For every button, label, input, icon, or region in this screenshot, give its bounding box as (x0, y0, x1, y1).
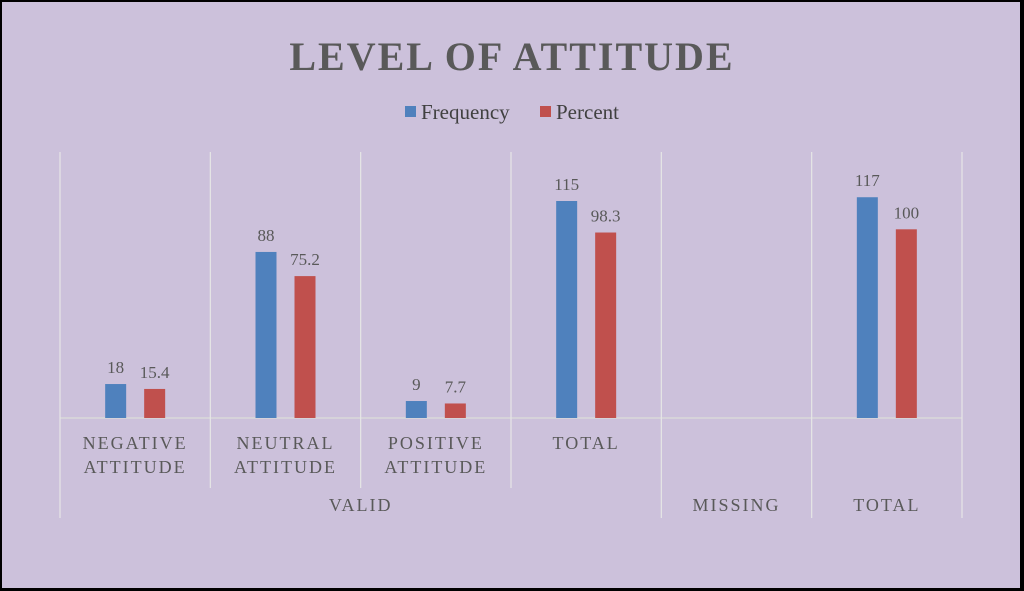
legend-swatch-percent (540, 106, 551, 117)
data-label-percent: 98.3 (591, 207, 621, 226)
chart-title: LEVEL OF ATTITUDE (289, 34, 734, 79)
group-label: TOTAL (853, 495, 920, 515)
data-label-percent: 7.7 (445, 377, 467, 396)
group-label: MISSING (692, 495, 780, 515)
group-label: VALID (329, 495, 393, 515)
category-label: NEGATIVE (83, 433, 188, 453)
data-label-percent: 100 (894, 203, 920, 222)
bar-frequency (105, 384, 127, 418)
bar-percent (895, 229, 917, 418)
data-label-frequency: 18 (107, 358, 124, 377)
bar-frequency (556, 201, 578, 418)
category-label: ATTITUDE (384, 457, 487, 477)
legend: Frequency Percent (405, 100, 619, 124)
data-label-percent: 75.2 (290, 250, 320, 269)
bar-frequency (255, 251, 277, 418)
bar-percent (144, 388, 166, 418)
legend-swatch-frequency (405, 106, 416, 117)
data-label-frequency: 88 (258, 226, 275, 245)
category-label: POSITIVE (388, 433, 484, 453)
plot-area: 18 15.4 88 75.2 9 7.7 115 98.3 117 100 NEGATIVE ATT… (59, 152, 963, 518)
data-label-frequency: 115 (554, 175, 579, 194)
bar-frequency (856, 197, 878, 418)
bar-percent (294, 276, 316, 418)
category-label: TOTAL (553, 433, 620, 453)
bar-percent (595, 232, 617, 418)
data-label-frequency: 9 (412, 375, 421, 394)
category-label: NEUTRAL (237, 433, 335, 453)
data-label-percent: 15.4 (140, 363, 170, 382)
legend-label-percent: Percent (556, 100, 619, 124)
data-label-frequency: 117 (855, 171, 880, 190)
category-label: ATTITUDE (84, 457, 187, 477)
bar-frequency (405, 401, 427, 418)
legend-label-frequency: Frequency (421, 100, 510, 124)
bar-percent (444, 403, 466, 418)
category-label: ATTITUDE (234, 457, 337, 477)
